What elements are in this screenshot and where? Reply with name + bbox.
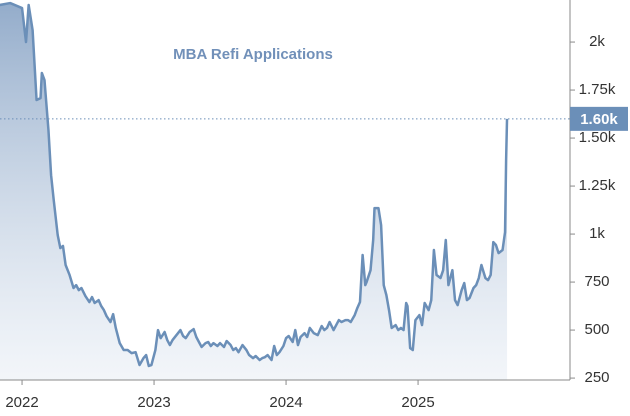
x-tick-label: 2025 <box>401 394 434 411</box>
chart-title: MBA Refi Applications <box>173 46 333 63</box>
data-line <box>0 1 509 368</box>
last-value-label: 1.60k <box>580 111 618 128</box>
x-tick-label: 2022 <box>5 394 38 411</box>
y-tick-label: 1.75k <box>579 81 616 98</box>
y-tick-label: 1.25k <box>579 177 616 194</box>
area-fill <box>0 3 508 380</box>
x-tick-label: 2024 <box>269 394 302 411</box>
y-tick-label: 2k <box>589 33 605 50</box>
y-tick-label: 1k <box>589 225 605 242</box>
y-tick-label: 1.50k <box>579 129 616 146</box>
y-tick-label: 250 <box>584 369 609 386</box>
y-tick-label: 500 <box>584 321 609 338</box>
x-tick-label: 2023 <box>137 394 170 411</box>
last-value-badge <box>570 106 628 131</box>
y-tick-label: 750 <box>584 273 609 290</box>
